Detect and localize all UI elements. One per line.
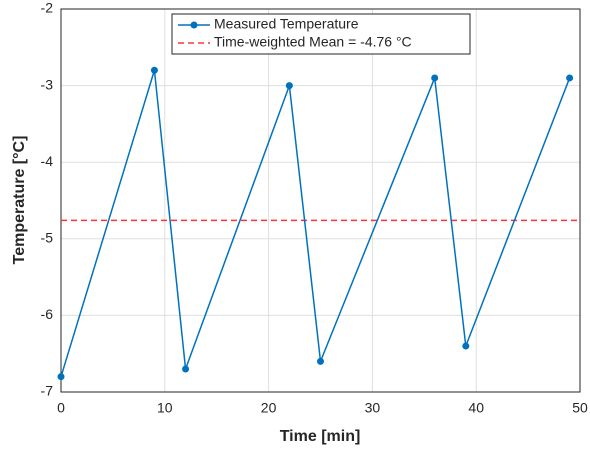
x-tick-label: 20 — [261, 400, 277, 416]
data-point — [462, 342, 470, 350]
legend-swatch — [190, 21, 198, 29]
y-tick-label: -3 — [41, 76, 54, 92]
x-axis-title: Time [min] — [280, 428, 361, 445]
y-tick-label: -2 — [41, 0, 54, 16]
data-point — [431, 74, 439, 82]
data-point — [566, 74, 574, 82]
y-tick-label: -5 — [41, 230, 54, 246]
x-tick-label: 50 — [572, 400, 588, 416]
y-tick-label: -6 — [41, 306, 54, 322]
x-tick-label: 40 — [468, 400, 484, 416]
legend-label: Time-weighted Mean = -4.76 °C — [214, 34, 412, 50]
x-tick-label: 0 — [57, 400, 65, 416]
data-line — [60, 70, 571, 377]
x-tick-label: 10 — [157, 400, 173, 416]
y-tick-label: -4 — [41, 153, 54, 169]
plot-area — [61, 9, 580, 392]
data-point — [57, 373, 65, 381]
data-point — [182, 365, 190, 373]
y-axis-title: Temperature [°C] — [11, 136, 28, 265]
data-point — [150, 66, 158, 74]
x-tick-label: 30 — [365, 400, 381, 416]
legend-box — [171, 13, 471, 55]
y-tick-label: -7 — [41, 383, 54, 399]
data-point — [317, 357, 324, 365]
data-point — [285, 82, 293, 90]
axes-box — [60, 8, 581, 393]
legend-label: Measured Temperature — [214, 16, 359, 32]
